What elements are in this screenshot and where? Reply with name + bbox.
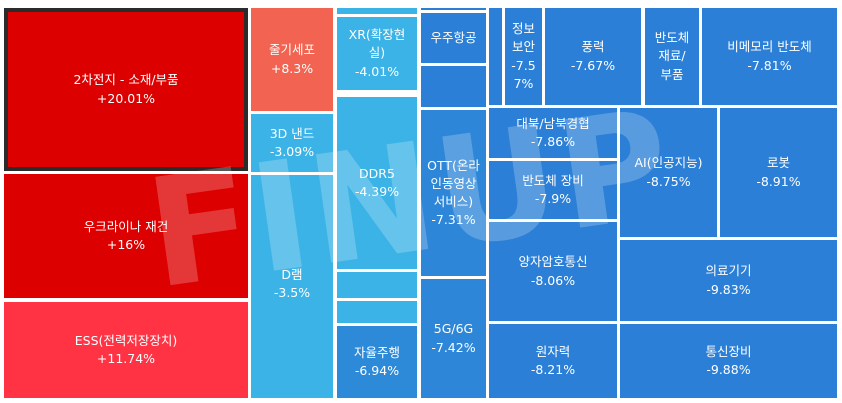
tile-value: -7.9% (534, 191, 572, 206)
tile-label: 2차전지 - 소재/부품 (73, 72, 179, 88)
tile-label: 원자력 (535, 343, 571, 359)
tile-label: 3D 낸드 (269, 125, 315, 141)
tile-value: -7.81% (747, 57, 792, 73)
treemap-filler-tile (489, 8, 502, 105)
tile-value: -7.5 7% (511, 57, 536, 91)
tile-label: 5G/6G (433, 321, 474, 337)
treemap-tile-대북-남북경협[interactable]: 대북/남북경협 -7.86% (489, 108, 617, 158)
tile-label: 대북/남북경협 (516, 115, 590, 131)
tile-value: -3.09% (269, 144, 315, 159)
tile-value: -8.06% (530, 272, 576, 288)
treemap-tile-반도체-장비[interactable]: 반도체 장비 -7.9% (489, 161, 617, 219)
treemap-filler-tile (337, 272, 417, 298)
tile-label: 줄기세포 (268, 42, 315, 58)
treemap-tile-풍력[interactable]: 풍력 -7.67% (545, 8, 641, 105)
tile-value: -7.42% (431, 339, 476, 355)
treemap-tile-5g-6g[interactable]: 5G/6G -7.42% (421, 279, 486, 398)
tile-label: 통신장비 (705, 343, 752, 359)
tile-value: -8.75% (646, 173, 691, 189)
tile-value: -7.86% (530, 134, 576, 149)
treemap-tile-줄기세포[interactable]: 줄기세포 +8.3% (251, 8, 333, 111)
treemap-tile-우주항공[interactable]: 우주항공 (421, 13, 486, 63)
treemap-tile-2차전지-소재-부품[interactable]: 2차전지 - 소재/부품 +20.01% (4, 8, 248, 171)
tile-value: +16% (106, 237, 146, 252)
tile-value: -3.5% (273, 285, 311, 300)
treemap-tile-의료기기[interactable]: 의료기기 -9.83% (620, 240, 837, 321)
tile-label: 우크라이나 재건 (83, 218, 169, 234)
tile-label: 풍력 (581, 39, 605, 55)
tile-label: 정보 보안 (511, 21, 535, 55)
tile-label: AI(인공지능) (634, 155, 703, 171)
treemap-tile-ess-전력저장장치[interactable]: ESS(전력저장장치) +11.74% (4, 302, 248, 398)
tile-label: 의료기기 (705, 263, 752, 279)
treemap-filler-tile (251, 393, 333, 398)
tile-value: -8.91% (756, 173, 801, 189)
treemap-tile-자율주행[interactable]: 자율주행 -6.94% (337, 326, 417, 398)
tile-label: 반도체 장비 (522, 172, 584, 188)
treemap-tile-우크라이나-재건[interactable]: 우크라이나 재건 +16% (4, 174, 248, 298)
tile-label: 반도체 재료/ 부품 (654, 30, 690, 82)
tile-value: -4.39% (354, 184, 400, 199)
tile-value: -9.88% (706, 362, 751, 377)
treemap-tile-반도체-재료-부품[interactable]: 반도체 재료/ 부품 (645, 8, 699, 105)
treemap-tile-3d-낸드[interactable]: 3D 낸드 -3.09% (251, 114, 333, 172)
tile-value: -7.31% (431, 212, 476, 228)
treemap-filler-tile (337, 301, 417, 323)
tile-label: 양자암호통신 (518, 254, 588, 270)
treemap-tile-ddr5[interactable]: DDR5 -4.39% (337, 97, 417, 269)
tile-value: -8.21% (530, 362, 576, 377)
tile-value: +11.74% (96, 351, 156, 366)
tile-label: 우주항공 (430, 29, 477, 45)
tile-value: +8.3% (270, 60, 314, 76)
treemap-tile-양자암호통신[interactable]: 양자암호통신 -8.06% (489, 222, 617, 321)
treemap-filler-tile (337, 8, 417, 14)
treemap-tile-로봇[interactable]: 로봇 -8.91% (720, 108, 837, 237)
tile-value: -7.67% (570, 57, 616, 73)
treemap-tile-ott-온라인동영상서비스[interactable]: OTT(온라 인동영상 서비스) -7.31% (421, 110, 486, 276)
tile-label: D램 (281, 266, 303, 282)
tile-value: -9.83% (706, 281, 751, 297)
tile-label: ESS(전력저장장치) (74, 332, 178, 348)
treemap-tile-xr-확장현실[interactable]: XR(확장현 실) -4.01% (337, 17, 417, 90)
tile-label: OTT(온라 인동영상 서비스) (427, 157, 480, 209)
tile-label: 비메모리 반도체 (727, 39, 812, 55)
tile-value: +20.01% (96, 90, 156, 106)
treemap-tile-정보보안[interactable]: 정보 보안 -7.5 7% (505, 8, 542, 105)
tile-label: 자율주행 (353, 344, 400, 360)
treemap-tile-d램[interactable]: D램 -3.5% (251, 175, 333, 393)
tile-value: -4.01% (354, 63, 400, 79)
treemap-tile-원자력[interactable]: 원자력 -8.21% (489, 324, 617, 398)
tile-label: DDR5 (359, 165, 395, 181)
tile-value: -6.94% (354, 363, 400, 378)
tile-label: 로봇 (766, 155, 790, 171)
treemap-tile-비메모리-반도체[interactable]: 비메모리 반도체 -7.81% (702, 8, 837, 105)
treemap-filler-tile (421, 8, 486, 10)
treemap-tile-통신장비[interactable]: 통신장비 -9.88% (620, 324, 837, 398)
treemap-filler-tile (421, 66, 486, 107)
treemap-tile-ai-인공지능[interactable]: AI(인공지능) -8.75% (620, 108, 717, 237)
tile-label: XR(확장현 실) (348, 27, 406, 61)
